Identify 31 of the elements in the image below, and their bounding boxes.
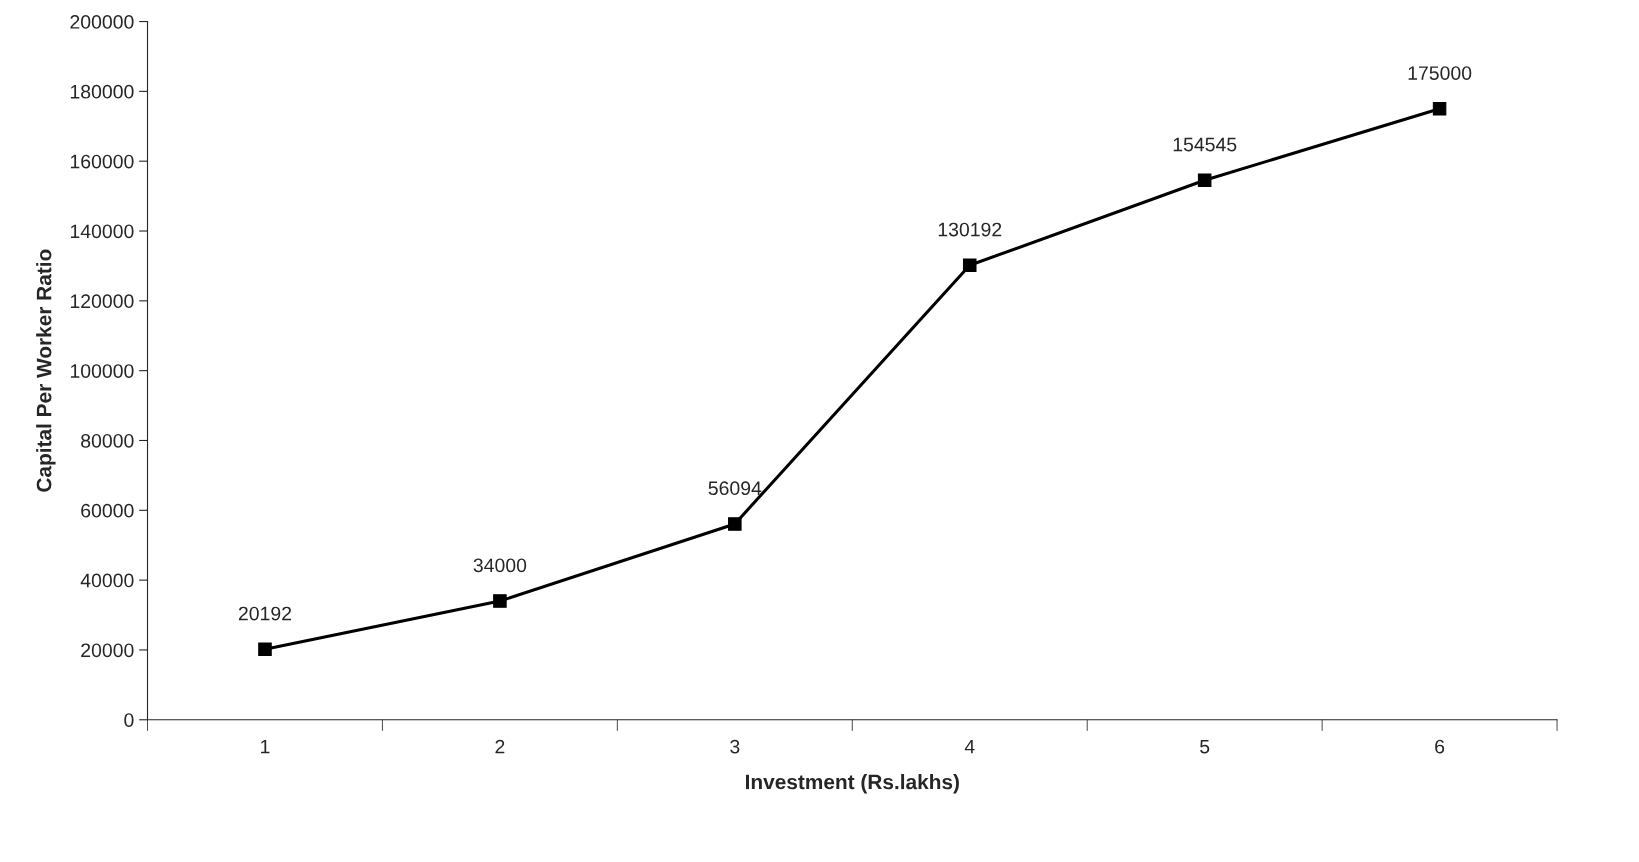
x-tick-label: 6: [1435, 739, 1445, 754]
data-label: 175000: [1408, 66, 1472, 80]
data-label: 20192: [238, 606, 292, 621]
y-tick-label: 80000: [81, 433, 134, 448]
x-tick-label: 5: [1200, 739, 1210, 754]
x-axis-title: Investment (Rs.lakhs): [746, 774, 959, 794]
x-tick-label: 1: [261, 739, 270, 754]
x-tick-label: 2: [495, 739, 505, 754]
point: [493, 594, 507, 608]
point: [258, 642, 272, 657]
point: [728, 517, 742, 531]
data-label: 130192: [938, 222, 1002, 237]
y-tick-label: 60000: [81, 503, 134, 518]
x-tick-label: 4: [964, 739, 975, 754]
y-tick-label: 160000: [70, 154, 134, 169]
point: [1197, 173, 1212, 188]
x-tick-label: 3: [730, 739, 740, 754]
y-tick-label: 0: [124, 713, 134, 728]
y-tick-label: 40000: [80, 573, 134, 588]
data-label: 56094: [708, 481, 762, 496]
data-label: 34000: [473, 558, 527, 573]
y-tick-label: 140000: [70, 224, 134, 239]
point: [962, 258, 977, 273]
point: [1432, 102, 1447, 116]
y-axis-title: Capital Per Worker Ratio: [36, 249, 56, 492]
y-tick-label: 180000: [70, 84, 134, 99]
y-tick-label: 20000: [81, 643, 134, 658]
y-tick-label: 100000: [70, 364, 134, 378]
data-label: 154545: [1173, 137, 1237, 152]
y-tick-label: 200000: [70, 15, 134, 29]
y-tick-label: 120000: [70, 294, 134, 309]
